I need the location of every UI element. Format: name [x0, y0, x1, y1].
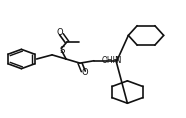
Text: OHH: OHH: [101, 56, 119, 65]
Text: S: S: [59, 46, 65, 55]
Text: O: O: [56, 28, 63, 37]
Text: N: N: [114, 56, 121, 65]
Text: O: O: [81, 68, 88, 77]
